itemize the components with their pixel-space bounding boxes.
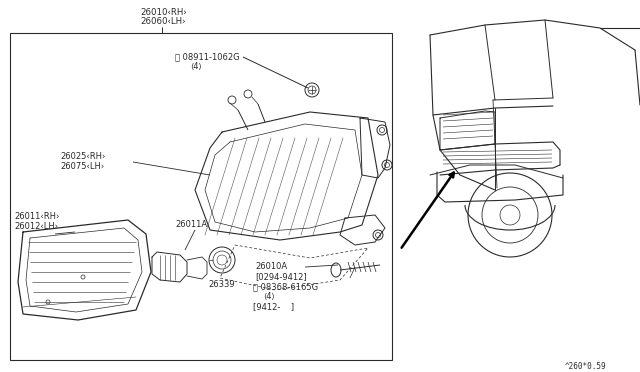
Text: [9412-    ]: [9412- ] [253, 302, 294, 311]
Text: [0294-9412]: [0294-9412] [255, 272, 307, 281]
Text: ⟨4⟩: ⟨4⟩ [190, 62, 202, 71]
Text: 26011‹RH›: 26011‹RH› [14, 212, 60, 221]
Text: ⟨4⟩: ⟨4⟩ [263, 292, 275, 301]
Text: 26010‹RH›: 26010‹RH› [140, 8, 187, 17]
Text: 26012‹LH›: 26012‹LH› [14, 222, 58, 231]
Text: 26339: 26339 [208, 280, 235, 289]
Text: 26075‹LH›: 26075‹LH› [60, 162, 104, 171]
Text: ^260*0.59: ^260*0.59 [565, 362, 607, 371]
Text: 26011A: 26011A [175, 220, 207, 229]
Bar [10, 33, 392, 360]
Text: Ⓢ 08368-6165G: Ⓢ 08368-6165G [253, 282, 318, 291]
Text: 26060‹LH›: 26060‹LH› [140, 17, 186, 26]
Text: 26010A: 26010A [255, 262, 287, 271]
Text: 26025‹RH›: 26025‹RH› [60, 152, 106, 161]
Text: ⓝ 08911-1062G: ⓝ 08911-1062G [175, 52, 239, 61]
